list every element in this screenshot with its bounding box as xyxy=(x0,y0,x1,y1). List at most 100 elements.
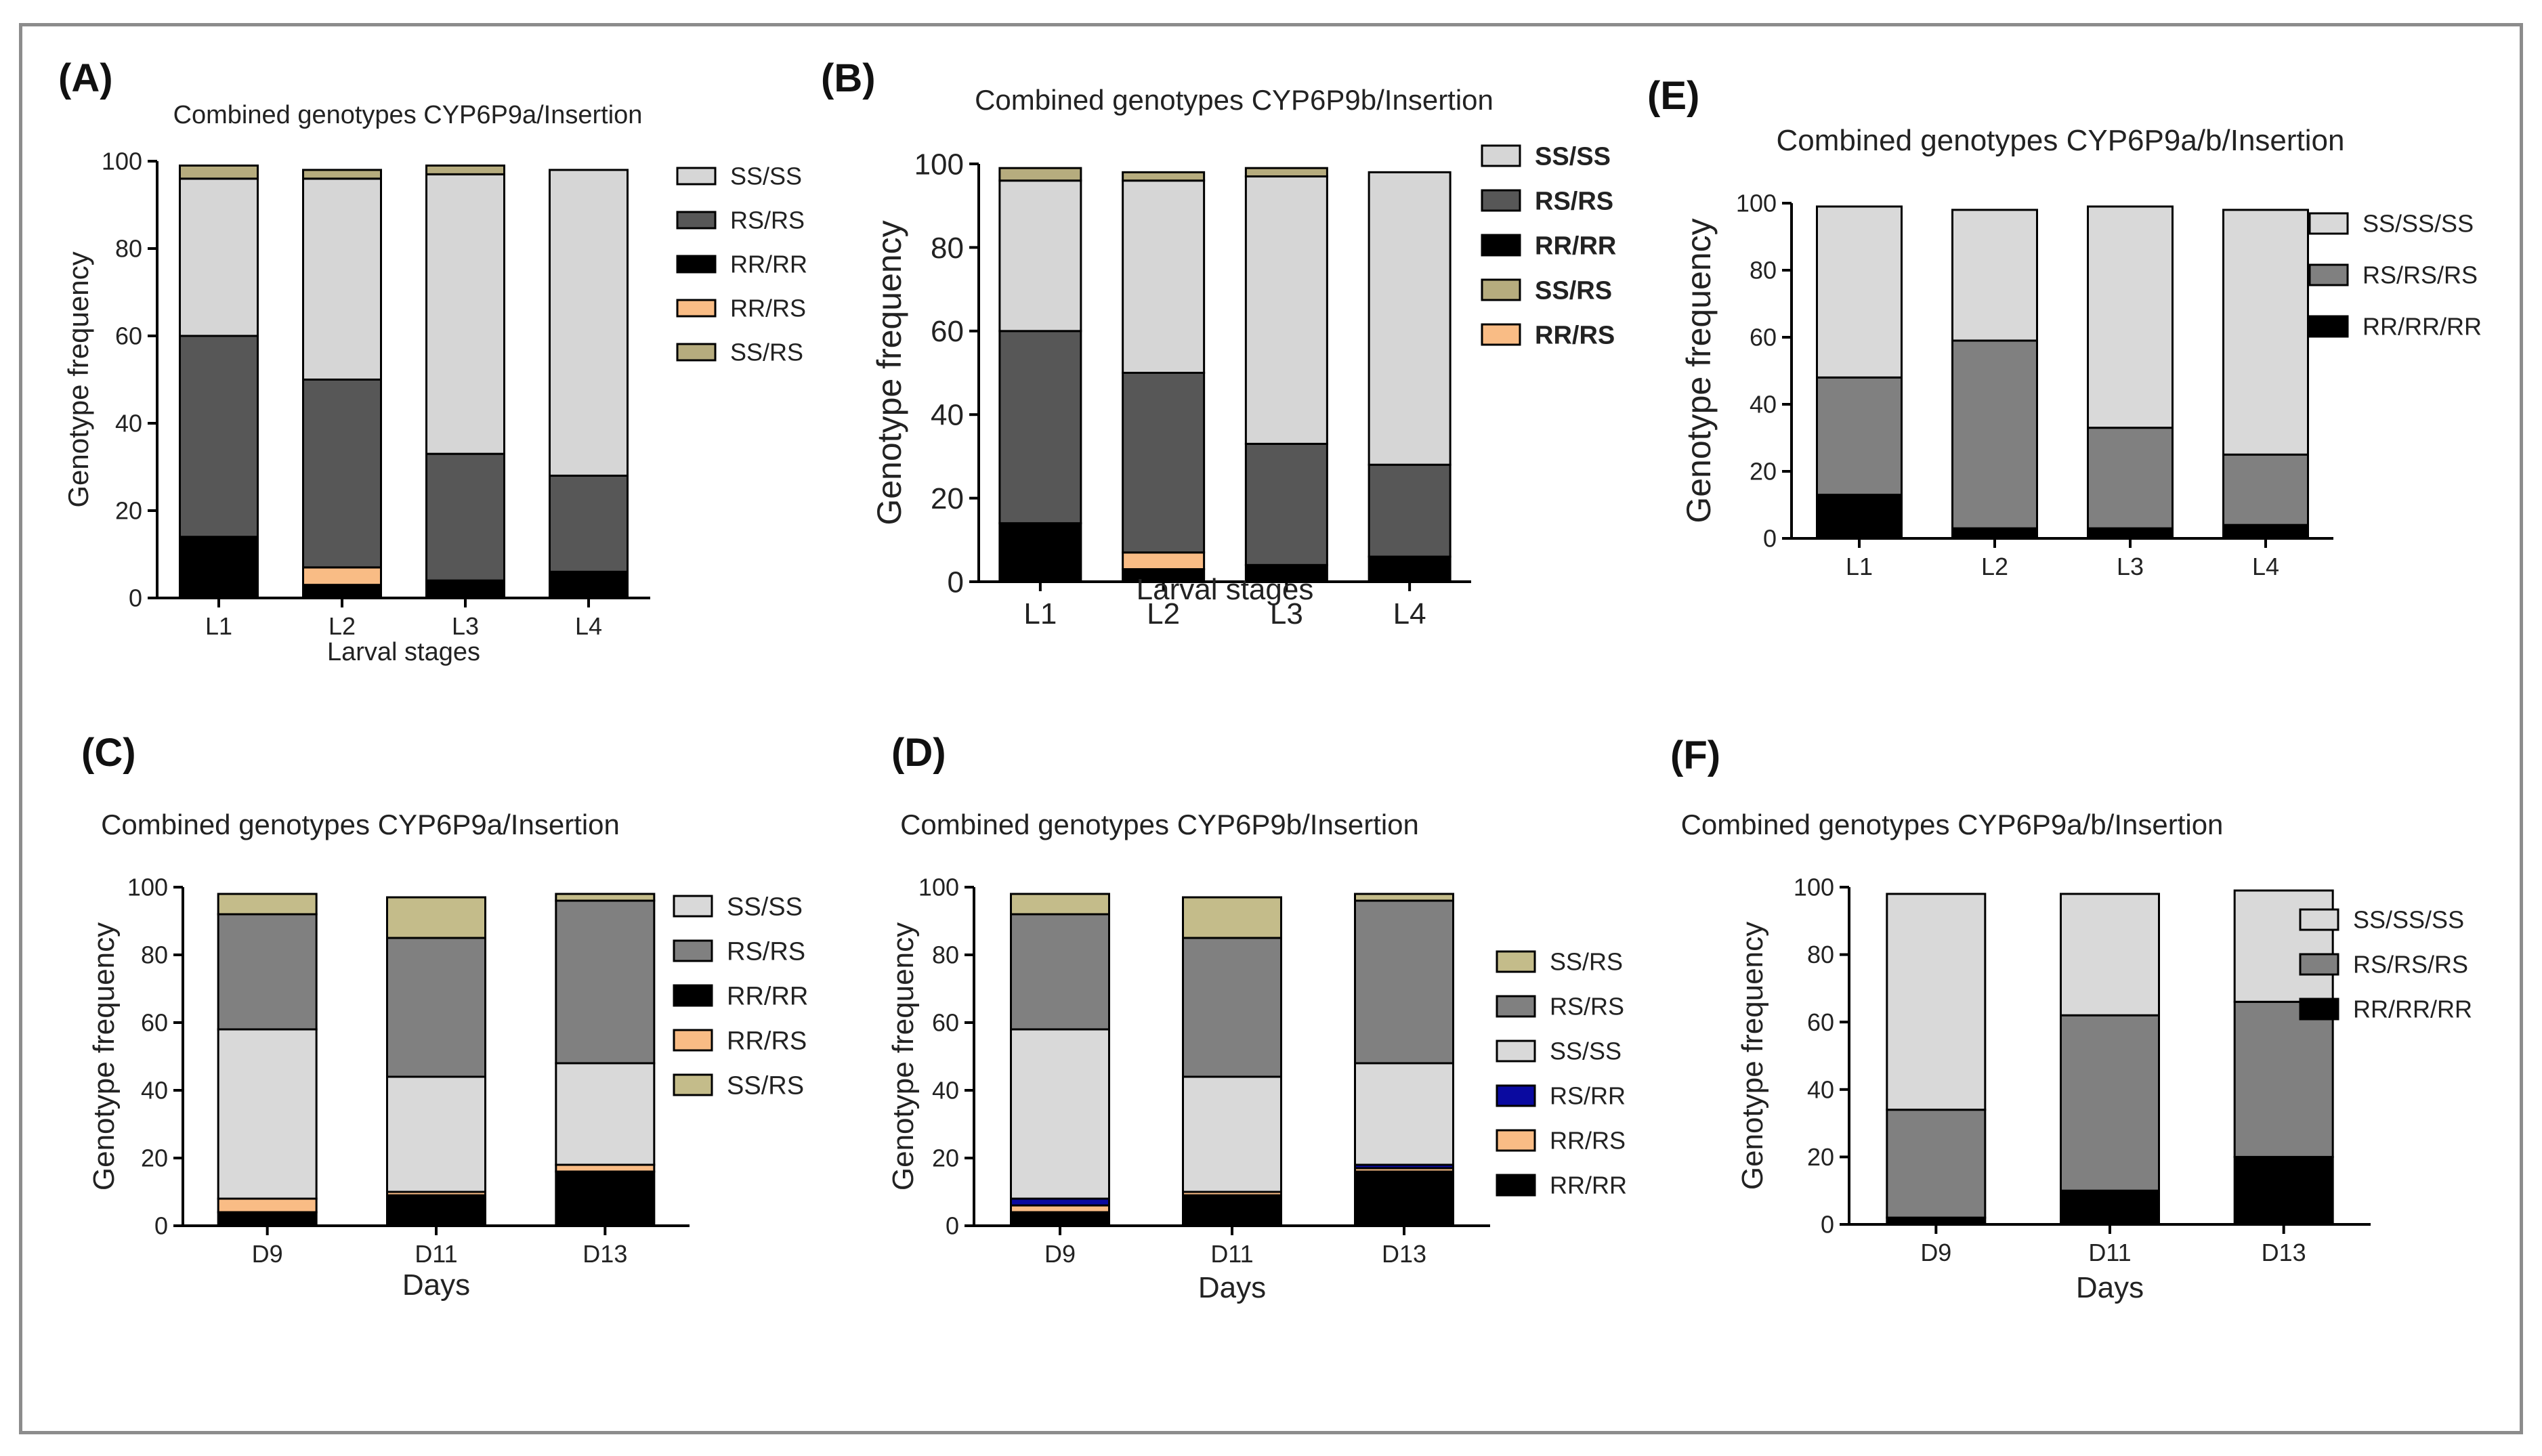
legend-label: RS/RS xyxy=(727,937,805,966)
bar-segment xyxy=(1244,442,1328,566)
legend-label: RR/RS xyxy=(727,1027,807,1055)
bar-segment xyxy=(1816,376,1903,496)
bar-segment xyxy=(2222,523,2309,540)
chart-title-a: Combined genotypes CYP6P9a/Insertion xyxy=(173,101,643,129)
y-tick-label: 20 xyxy=(115,497,142,525)
bar-segment xyxy=(386,937,486,1078)
bar-segment xyxy=(555,899,656,1065)
legend-swatch xyxy=(1496,995,1536,1018)
x-axis-label-c: Days xyxy=(402,1268,470,1302)
chart-title-e: Combined genotypes CYP6P9a/b/Insertion xyxy=(1777,124,2345,157)
bar-segment xyxy=(2087,527,2174,540)
bar-segment xyxy=(555,893,656,902)
legend-swatch xyxy=(1481,189,1521,212)
chart-title-c: Combined genotypes CYP6P9a/Insertion xyxy=(101,809,620,840)
y-tick-label: 40 xyxy=(141,1077,168,1105)
bar-segment xyxy=(549,570,629,599)
legend-label: SS/RS xyxy=(730,339,803,366)
y-tick-label: 40 xyxy=(115,410,142,437)
panel-label-c: (C) xyxy=(81,731,136,775)
legend-label: RR/RS xyxy=(1550,1127,1626,1155)
y-tick-label: 80 xyxy=(1750,257,1777,284)
y-axis-label-f: Genotype frequency xyxy=(1736,922,1769,1190)
bar-segment xyxy=(386,1075,486,1193)
bar-segment xyxy=(2087,427,2174,530)
bar-segment xyxy=(1122,171,1206,182)
legend-swatch xyxy=(1481,234,1521,257)
legend-label: RS/RS xyxy=(1550,993,1624,1021)
bar-segment xyxy=(1182,1194,1282,1227)
bar-segment xyxy=(425,164,505,175)
y-tick-label: 40 xyxy=(932,1077,959,1105)
y-tick-label: 20 xyxy=(1750,458,1777,486)
bar-segment xyxy=(179,177,259,337)
bar-segment xyxy=(1368,171,1452,466)
legend-label: SS/RS xyxy=(727,1071,804,1100)
y-tick-label: 40 xyxy=(931,399,964,432)
x-tick-label: L2 xyxy=(329,612,356,640)
legend-label: SS/SS/SS xyxy=(2353,906,2464,934)
x-tick-label: L1 xyxy=(1846,553,1873,580)
legend-label: RR/RS xyxy=(730,295,806,322)
bar-segment xyxy=(2233,1000,2334,1158)
legend-label: SS/RS xyxy=(1535,276,1612,305)
legend-swatch xyxy=(676,255,717,274)
bar-segment xyxy=(1816,205,1903,379)
legend-swatch xyxy=(1496,1040,1536,1063)
x-tick-label: L4 xyxy=(2252,553,2279,580)
y-tick-label: 80 xyxy=(932,941,959,969)
bar-segment xyxy=(217,913,318,1031)
x-axis-label-b: Larval stages xyxy=(1137,573,1314,606)
legend-label: RR/RR/RR xyxy=(2363,313,2482,341)
y-tick-label: 40 xyxy=(1750,391,1777,419)
legend-label: SS/SS xyxy=(730,163,802,190)
bar-segment xyxy=(1244,167,1328,178)
legend-swatch xyxy=(676,299,717,318)
y-tick-label: 0 xyxy=(154,1212,168,1240)
panel-label-d: (D) xyxy=(891,731,946,775)
legend-swatch xyxy=(673,1073,713,1096)
legend-label: RS/RS/RS xyxy=(2363,261,2478,289)
bar-segment xyxy=(549,169,629,477)
chart-a: Combined genotypes CYP6P9a/Insertion 0 20 4… xyxy=(62,101,807,666)
y-tick-label: 0 xyxy=(129,584,142,612)
y-axis-label-b: Genotype frequency xyxy=(870,220,908,525)
legend-swatch xyxy=(1496,1084,1536,1107)
y-tick-label: 0 xyxy=(1821,1211,1834,1239)
bar-segment xyxy=(425,579,505,599)
bar-segment xyxy=(1244,175,1328,445)
y-tick-label: 80 xyxy=(141,941,168,969)
bar-segment xyxy=(2222,209,2309,456)
y-tick-label: 40 xyxy=(1807,1075,1834,1103)
y-tick-label: 100 xyxy=(914,148,964,181)
legend-label: RR/RR xyxy=(727,982,808,1010)
bar-segment xyxy=(1182,896,1282,939)
y-tick-label: 60 xyxy=(932,1009,959,1037)
bar-segment xyxy=(179,164,259,180)
legend-swatch xyxy=(673,939,713,962)
x-tick-label: L4 xyxy=(1393,597,1426,630)
bar-segment xyxy=(1886,1109,1987,1219)
bar-segment xyxy=(2060,1014,2160,1192)
y-axis-label-e: Genotype frequency xyxy=(1680,218,1718,523)
chart-title-d: Combined genotypes CYP6P9b/Insertion xyxy=(900,809,1419,840)
bar-segment xyxy=(998,167,1082,182)
y-tick-label: 60 xyxy=(1750,324,1777,351)
bar-segment xyxy=(555,1062,656,1166)
x-tick-label: D9 xyxy=(1920,1239,1951,1266)
legend-swatch xyxy=(1481,323,1521,346)
legend-label: RR/RR xyxy=(730,251,807,278)
x-tick-label: D11 xyxy=(2088,1239,2131,1266)
y-tick-label: 80 xyxy=(931,232,964,265)
bar-segment xyxy=(1122,372,1206,554)
bar-segment xyxy=(549,474,629,573)
y-tick-label: 20 xyxy=(931,482,964,515)
bar-segment xyxy=(302,169,382,180)
x-tick-label: L3 xyxy=(2117,553,2144,580)
x-tick-label: L1 xyxy=(1023,597,1057,630)
y-tick-label: 100 xyxy=(127,874,168,901)
bar-segment xyxy=(1010,893,1110,916)
legend-swatch xyxy=(2308,315,2349,338)
y-tick-label: 60 xyxy=(1807,1008,1834,1036)
chart-b: Combined genotypes CYP6P9b/Insertion 0 20 4… xyxy=(870,84,1616,630)
